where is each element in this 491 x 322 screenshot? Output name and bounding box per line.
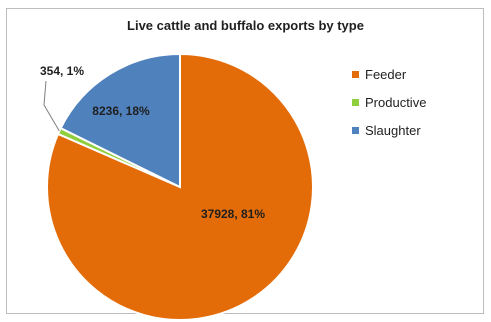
data-label-productive: 354, 1% <box>40 64 84 78</box>
legend-item-feeder: Feeder <box>352 60 426 88</box>
data-label-feeder: 37928, 81% <box>201 207 265 221</box>
legend-item-slaughter: Slaughter <box>352 116 426 144</box>
legend-item-productive: Productive <box>352 88 426 116</box>
legend-label-slaughter: Slaughter <box>365 122 421 138</box>
chart-legend: Feeder Productive Slaughter <box>352 60 426 144</box>
legend-swatch-feeder <box>352 70 359 78</box>
chart-title: Live cattle and buffalo exports by type <box>127 18 364 33</box>
pie-slice-slaughter <box>59 52 181 189</box>
legend-swatch-slaughter <box>352 126 359 134</box>
legend-swatch-productive <box>352 98 359 106</box>
data-label-slaughter: 8236, 18% <box>92 104 150 118</box>
legend-label-feeder: Feeder <box>365 66 407 82</box>
legend-label-productive: Productive <box>365 94 427 110</box>
leader-line-productive <box>43 80 60 132</box>
